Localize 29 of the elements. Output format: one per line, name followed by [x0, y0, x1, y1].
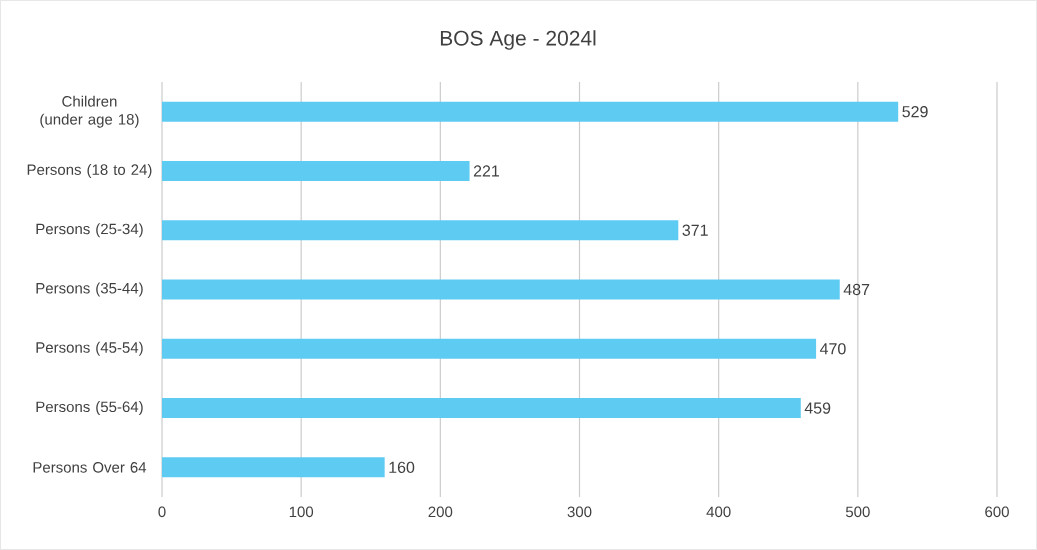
- y-tick-label: Persons (18 to 24): [27, 163, 152, 178]
- bar: [162, 220, 679, 241]
- x-tick-label: 500: [845, 506, 870, 518]
- x-tick-label: 400: [706, 506, 731, 518]
- y-tick-label: Persons (55-64): [36, 401, 143, 416]
- data-label: 529: [902, 105, 928, 118]
- y-tick-label: Persons (45-54): [36, 341, 143, 356]
- y-tick-label: Persons (35-44): [36, 282, 143, 297]
- data-label: 459: [804, 402, 831, 414]
- x-tick-label: 100: [289, 506, 314, 518]
- bar: [162, 160, 470, 181]
- bar: [162, 338, 817, 359]
- data-label: 371: [682, 224, 708, 236]
- data-label: 160: [389, 461, 415, 474]
- bar: [162, 457, 385, 478]
- bar: [162, 101, 899, 122]
- y-tick-label: Persons (25-34): [36, 223, 143, 238]
- bar: [162, 279, 840, 300]
- y-tick-label: Persons Over 64: [33, 462, 147, 473]
- data-label: 470: [819, 343, 846, 355]
- bar: [162, 398, 801, 419]
- x-tick-label: 0: [158, 506, 166, 518]
- x-tick-label: 300: [567, 506, 592, 518]
- data-label: 487: [843, 283, 870, 296]
- x-tick-label: 600: [985, 506, 1009, 518]
- chart-title: BOS Age - 2024l: [440, 30, 596, 50]
- y-tick-label: Children (under age 18): [40, 95, 139, 128]
- data-label: 221: [473, 165, 499, 177]
- x-tick-label: 200: [428, 506, 453, 518]
